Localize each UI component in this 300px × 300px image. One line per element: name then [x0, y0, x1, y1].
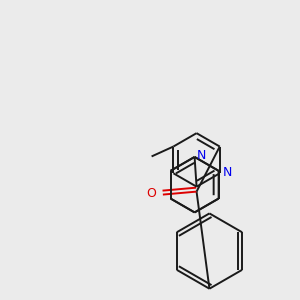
Text: N: N	[223, 166, 232, 179]
Text: N: N	[197, 149, 206, 162]
Text: O: O	[146, 187, 156, 200]
